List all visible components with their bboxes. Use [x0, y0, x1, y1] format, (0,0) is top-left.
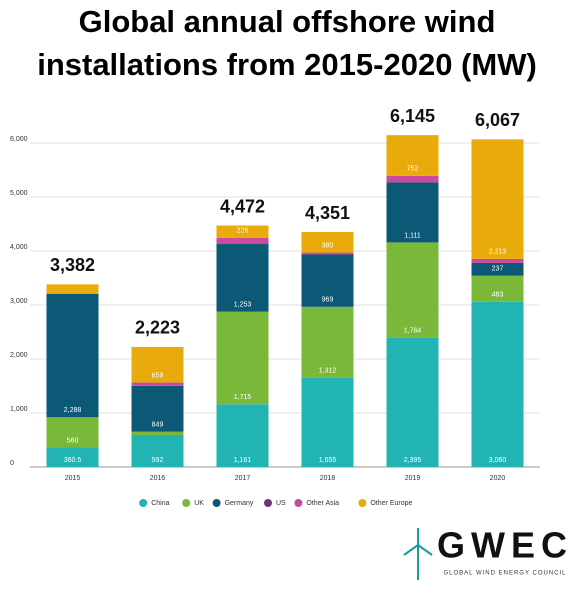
- y-tick-label: 4,000: [10, 244, 28, 251]
- value-label: 592: [152, 457, 164, 464]
- legend-marker: [294, 499, 303, 507]
- value-label: 226: [237, 228, 249, 235]
- legend-label: Other Europe: [370, 500, 412, 507]
- chart-title: Global annual offshore wind: [79, 4, 496, 39]
- bar-segment: [301, 377, 354, 467]
- bar-segment: [46, 447, 99, 467]
- value-label: 849: [152, 422, 164, 429]
- x-tick-label: 2016: [150, 475, 166, 482]
- legend-label: China: [151, 500, 169, 507]
- total-label: 6,067: [475, 110, 520, 130]
- legend-label: US: [276, 500, 286, 507]
- bar-segment: [131, 431, 184, 436]
- x-tick-label: 2015: [65, 475, 81, 482]
- y-tick-label: 5,000: [10, 190, 28, 197]
- bar-segment: [301, 254, 354, 307]
- legend-marker: [212, 499, 221, 507]
- value-label: 1,253: [234, 302, 252, 309]
- y-tick-label: 0: [10, 460, 14, 467]
- value-label: 1,655: [319, 457, 337, 464]
- y-tick-label: 3,000: [10, 298, 28, 305]
- bar-segment: [216, 244, 269, 312]
- value-label: 3,060: [489, 457, 507, 464]
- value-label: 483: [492, 292, 504, 299]
- bar-segment: [216, 225, 269, 238]
- legend-marker: [264, 499, 272, 507]
- legend-label: UK: [194, 500, 204, 507]
- legend-marker: [182, 499, 191, 507]
- x-tick-label: 2019: [405, 475, 421, 482]
- logo-icon: [403, 528, 433, 580]
- bar-segment: [471, 301, 524, 467]
- bar-segment: [131, 346, 184, 383]
- legend-marker: [139, 499, 148, 507]
- bar-segment: [386, 337, 439, 467]
- bar-segment: [386, 175, 439, 183]
- bar-segment: [131, 382, 184, 386]
- bar-segment: [46, 293, 99, 418]
- bar-segment: [386, 182, 439, 243]
- bar-segment: [471, 275, 524, 302]
- bar-segment: [301, 252, 354, 255]
- bar-segment: [216, 404, 269, 467]
- total-label: 6,145: [390, 106, 435, 126]
- chart-title: installations from 2015-2020 (MW): [37, 47, 537, 82]
- value-label: 969: [322, 297, 334, 304]
- bar-segment: [471, 139, 524, 259]
- legend-label: Germany: [225, 500, 254, 507]
- value-label: 2,213: [489, 249, 507, 256]
- bar-segment: [386, 135, 439, 176]
- value-label: 752: [407, 166, 419, 173]
- value-label: 380: [322, 242, 334, 249]
- x-tick-label: 2017: [235, 475, 251, 482]
- bar-segment: [216, 311, 269, 405]
- bar-segment: [471, 258, 524, 263]
- logo-tagline: GLOBAL WIND ENERGY COUNCIL: [443, 571, 566, 577]
- bar-segment: [131, 385, 184, 432]
- value-label: 1,764: [404, 328, 422, 335]
- bar-segment: [131, 435, 184, 467]
- legend-label: Other Asia: [306, 500, 339, 507]
- bar-segment: [301, 232, 354, 253]
- value-label: 659: [152, 372, 164, 379]
- x-tick-label: 2018: [320, 475, 336, 482]
- bar-segment: [471, 262, 524, 276]
- value-label: 2,395: [404, 457, 422, 464]
- total-label: 4,351: [305, 203, 350, 223]
- value-label: 1,312: [319, 367, 337, 374]
- value-label: 1,161: [234, 457, 252, 464]
- value-label: 1,715: [234, 394, 252, 401]
- bar-segment: [216, 237, 269, 245]
- bar-segment: [46, 417, 99, 448]
- y-tick-label: 2,000: [10, 352, 28, 359]
- bar-segment: [301, 306, 354, 378]
- y-tick-label: 1,000: [10, 406, 28, 413]
- value-label: 360.5: [64, 457, 82, 464]
- legend-marker: [358, 499, 367, 507]
- total-label: 4,472: [220, 196, 265, 216]
- bar-segment: [46, 284, 99, 294]
- value-label: 237: [492, 266, 504, 273]
- y-tick-label: 6,000: [10, 136, 28, 143]
- value-label: 1,111: [404, 232, 421, 239]
- logo-name: GWEC: [437, 525, 573, 566]
- value-label: 560: [67, 437, 79, 444]
- total-label: 2,223: [135, 318, 180, 338]
- x-tick-label: 2020: [490, 475, 506, 482]
- value-label: 2,288: [64, 407, 82, 414]
- total-label: 3,382: [50, 255, 95, 275]
- bar-segment: [386, 242, 439, 338]
